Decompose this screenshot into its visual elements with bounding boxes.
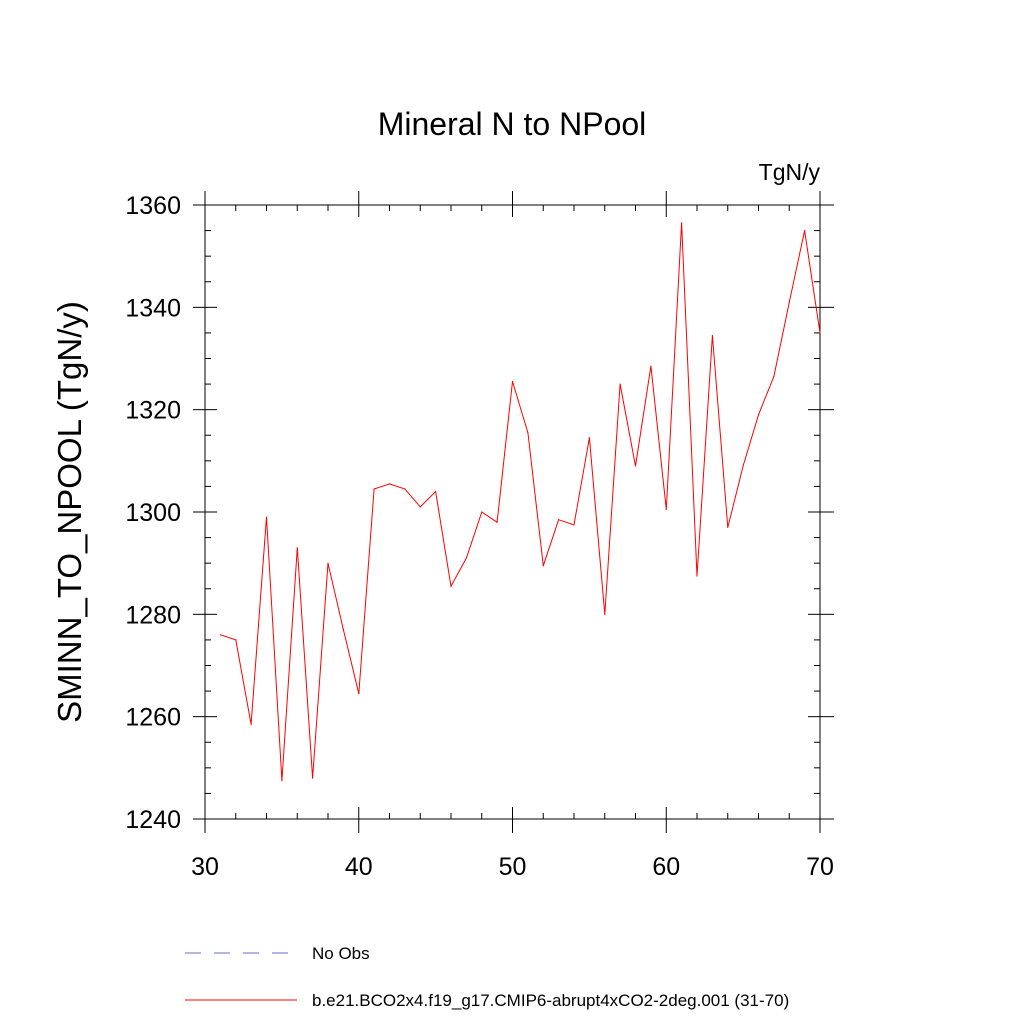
- data-point: [819, 332, 821, 334]
- axis-tick-labels: 1240 1260 1280 1300 1320 1340 1360 30 40 50 60 70: [125, 192, 834, 881]
- data-point: [281, 780, 283, 782]
- data-point: [604, 613, 606, 615]
- series-lines: [219, 222, 821, 782]
- x-tick-label: 60: [652, 853, 680, 881]
- data-point: [358, 693, 360, 695]
- data-point: [327, 562, 329, 564]
- data-point: [773, 375, 775, 378]
- data-point: [804, 229, 806, 232]
- data-point: [727, 526, 729, 528]
- data-point: [219, 634, 221, 636]
- data-point: [296, 547, 298, 549]
- data-point: [312, 777, 314, 779]
- data-point: [265, 516, 268, 518]
- y-tick-label: 1260: [125, 704, 181, 732]
- data-point: [681, 222, 683, 224]
- data-point: [250, 723, 252, 725]
- data-point: [696, 575, 698, 577]
- data-point: [527, 432, 529, 434]
- plot-frame: [204, 204, 821, 820]
- x-tick-label: 40: [345, 853, 373, 881]
- y-tick-label: 1300: [125, 499, 181, 527]
- data-point: [465, 557, 467, 559]
- series-line: [220, 222, 821, 781]
- data-point: [588, 437, 590, 439]
- data-point: [419, 506, 421, 508]
- y-tick-label: 1340: [125, 294, 181, 322]
- data-point: [435, 490, 437, 493]
- data-point: [573, 524, 575, 526]
- data-point: [496, 521, 498, 523]
- y-tick-label: 1240: [125, 806, 181, 834]
- y-axis-label: SMINN_TO_NPOOL (TgN/y): [51, 301, 88, 723]
- y-tick-label: 1360: [125, 192, 181, 220]
- axis-ticks: [193, 191, 834, 833]
- data-point: [757, 414, 760, 416]
- x-tick-label: 30: [191, 853, 219, 881]
- data-point: [481, 511, 483, 513]
- data-point: [373, 488, 375, 490]
- legend-label: No Obs: [312, 944, 370, 963]
- data-point: [711, 334, 713, 337]
- data-point: [650, 365, 652, 367]
- legend: No Obs b.e21.BCO2x4.f19_g17.CMIP6-abrupt4…: [185, 944, 789, 1010]
- data-point: [742, 465, 744, 467]
- chart-title: Mineral N to NPool: [378, 106, 647, 142]
- data-point: [511, 380, 514, 383]
- data-point: [404, 488, 406, 490]
- data-point: [388, 483, 391, 485]
- data-point: [450, 585, 452, 587]
- legend-label: b.e21.BCO2x4.f19_g17.CMIP6-abrupt4xCO2-2…: [312, 991, 789, 1010]
- units-label: TgN/y: [759, 159, 821, 185]
- data-point: [235, 639, 237, 641]
- data-point: [558, 519, 560, 521]
- y-tick-label: 1280: [125, 601, 181, 629]
- data-point: [788, 301, 790, 303]
- y-tick-label: 1320: [125, 397, 181, 425]
- x-tick-label: 50: [499, 853, 527, 881]
- data-point: [342, 629, 344, 631]
- data-point: [665, 508, 667, 511]
- data-point: [542, 565, 544, 567]
- x-tick-label: 70: [806, 853, 834, 881]
- data-point: [634, 465, 637, 467]
- data-point: [619, 383, 621, 385]
